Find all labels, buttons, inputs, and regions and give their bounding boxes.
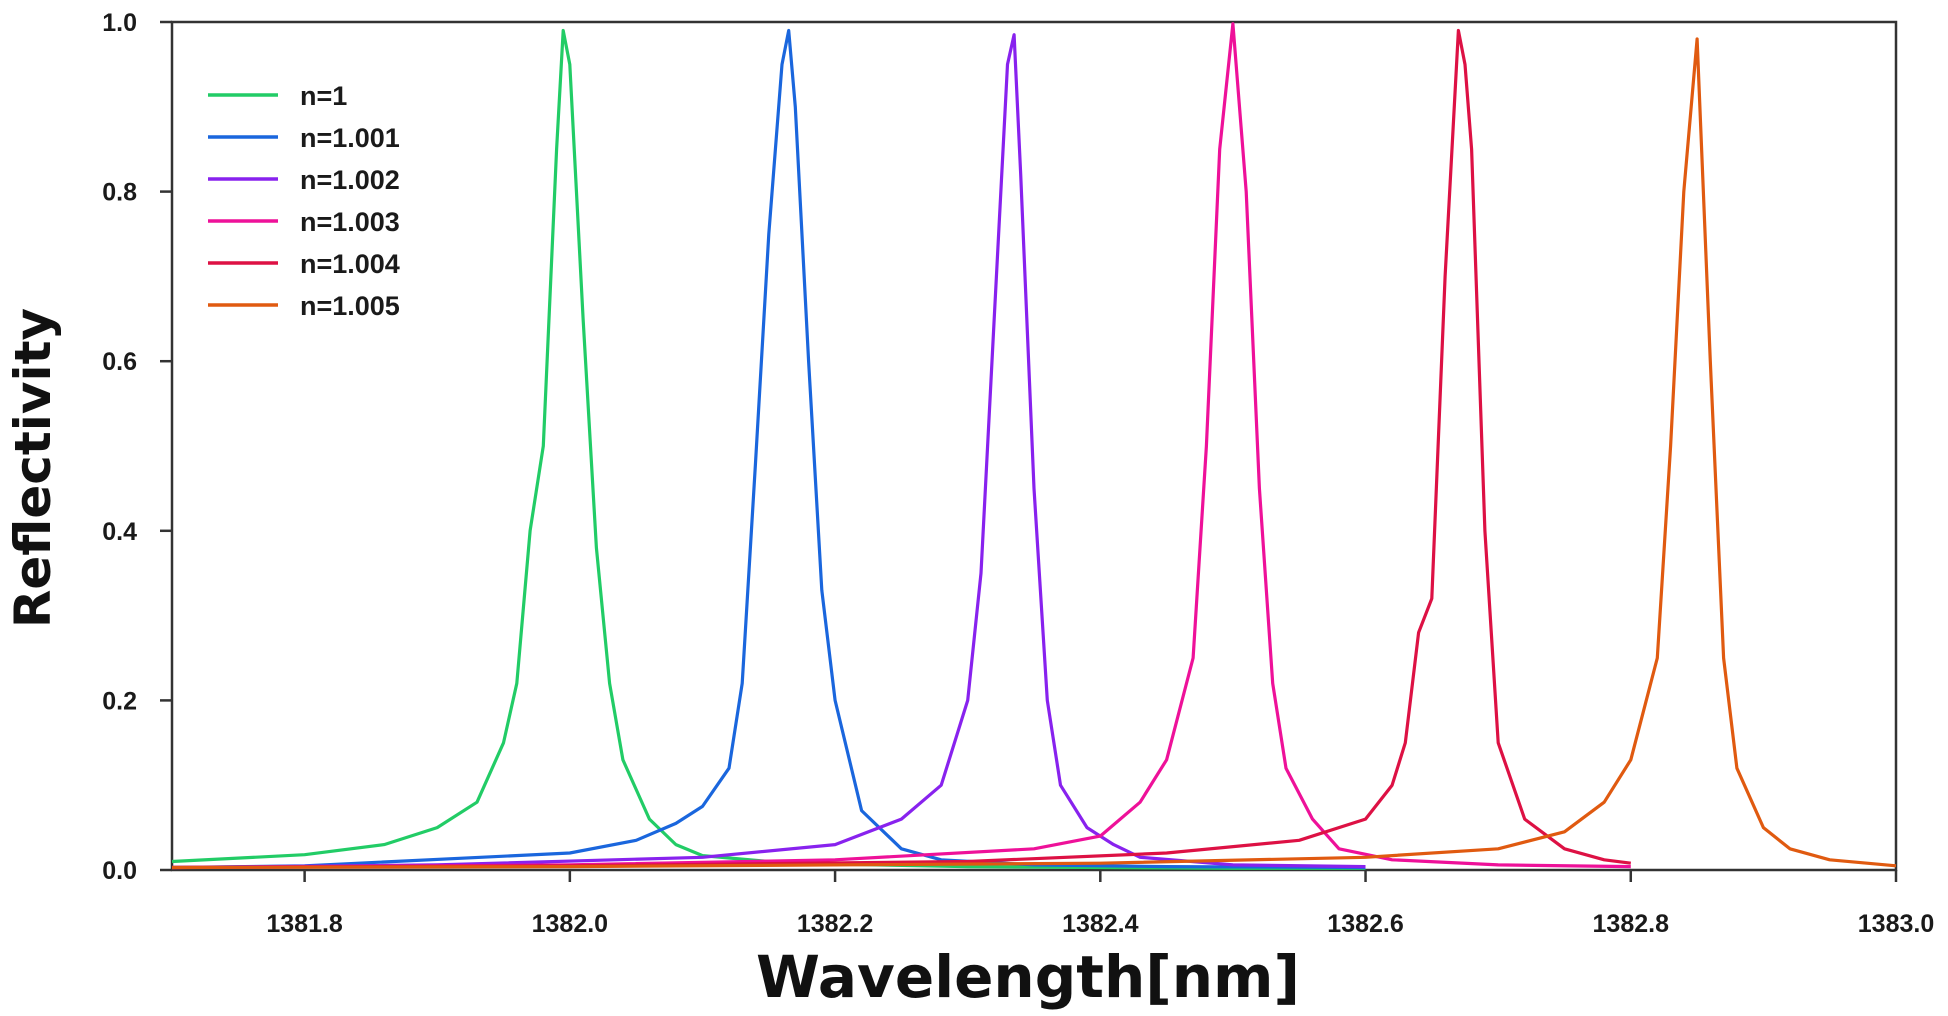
legend-label-4: n=1.003 (300, 207, 400, 237)
y-axis-title: Reflectivity (4, 308, 62, 628)
y-tick-label-0: 0.0 (102, 857, 137, 885)
x-tick-label-3: 1382.4 (1062, 910, 1139, 938)
y-tick-label-5: 1.0 (102, 9, 137, 37)
x-tick-label-6: 1383.0 (1858, 910, 1934, 938)
legend-label-6: n=1.005 (300, 291, 400, 321)
series-line-6 (171, 37, 1897, 870)
x-tick-label-0: 1381.8 (266, 910, 343, 938)
legend-label-3: n=1.002 (300, 165, 400, 195)
series-line-5 (171, 28, 1632, 870)
series-line-3 (171, 33, 1366, 870)
y-tick-label-1: 0.2 (102, 687, 137, 715)
y-tick-label-3: 0.6 (102, 348, 137, 376)
plot-frame (170, 20, 1898, 872)
y-tick-label-4: 0.8 (102, 179, 137, 207)
series-line-4 (171, 22, 1631, 870)
legend-label-2: n=1.001 (300, 123, 400, 153)
legend-label-5: n=1.004 (300, 249, 400, 279)
y-tick-label-2: 0.4 (102, 518, 137, 546)
legend-label-1: n=1 (300, 81, 347, 111)
x-tick-label-1: 1382.0 (532, 910, 608, 938)
x-tick-label-4: 1382.6 (1327, 910, 1403, 938)
x-tick-label-5: 1382.8 (1593, 910, 1670, 938)
x-tick-label-2: 1382.2 (797, 910, 873, 938)
x-axis-title: Wavelength[nm] (756, 943, 1300, 1011)
